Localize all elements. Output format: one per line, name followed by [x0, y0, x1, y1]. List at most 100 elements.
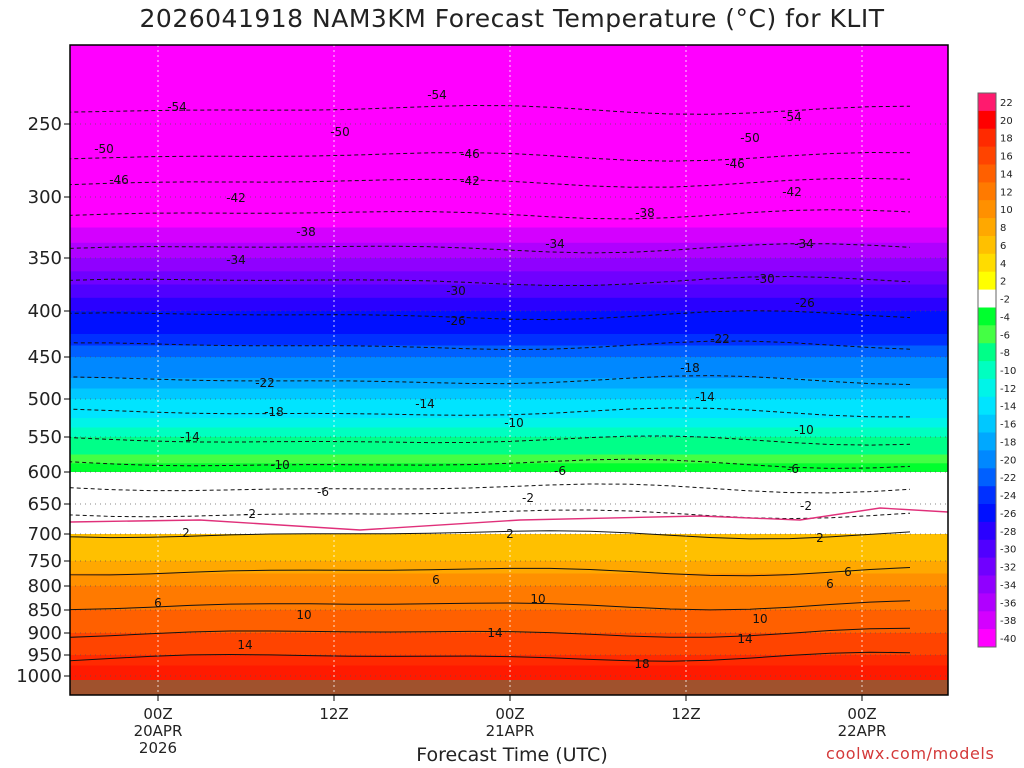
colorbar-swatch [978, 504, 996, 523]
colorbar-label: -36 [1000, 598, 1016, 609]
temperature-band [70, 638, 948, 645]
credit-link[interactable]: coolwx.com/models [826, 744, 995, 763]
y-tick-label: 950 [28, 645, 62, 666]
contour-line [69, 275, 911, 286]
contour-label: -42 [226, 191, 246, 205]
colorbar-swatch [978, 200, 996, 219]
colorbar-swatch [978, 432, 996, 451]
colorbar-swatch [978, 450, 996, 469]
colorbar-label: -10 [1000, 366, 1016, 377]
contour-label: -22 [255, 376, 275, 390]
colorbar-swatch [978, 146, 996, 165]
y-tick-label: 700 [28, 524, 62, 545]
colorbar-label: -28 [1000, 527, 1016, 538]
temperature-band [70, 357, 948, 369]
temperature-band [70, 367, 948, 379]
gridlines [70, 45, 948, 695]
temperature-band [70, 271, 948, 286]
colorbar-swatch [978, 593, 996, 612]
contour-label: -54 [167, 100, 187, 114]
colorbar-label: 14 [1000, 169, 1013, 180]
temperature-band [70, 454, 948, 464]
colorbar-swatch [978, 611, 996, 630]
contour-label: 6 [432, 573, 440, 587]
colorbar-swatch [978, 271, 996, 290]
contour-label: -54 [427, 88, 447, 102]
contour-line [69, 151, 911, 162]
plot-frame [69, 44, 949, 696]
colorbar-swatch [978, 253, 996, 273]
temperature-band [70, 388, 948, 400]
temperature-band [70, 242, 948, 259]
contour-line [69, 177, 911, 188]
temperature-band [70, 399, 948, 410]
contour-line [69, 435, 911, 446]
temperature-band [70, 579, 948, 587]
colorbar-swatch [978, 182, 996, 201]
temperature-field [70, 45, 948, 695]
y-tick-label: 350 [28, 248, 62, 269]
temperature-band [70, 463, 948, 473]
colorbar-swatch [978, 307, 996, 326]
colorbar-label: -20 [1000, 455, 1016, 466]
temperature-band [70, 408, 948, 419]
colorbar-swatch [978, 575, 996, 594]
colorbar-label: -30 [1000, 545, 1016, 556]
temperature-band [70, 573, 948, 581]
contour-label: -14 [415, 397, 435, 411]
colorbar-label: 20 [1000, 116, 1013, 127]
colorbar-label: -32 [1000, 563, 1016, 574]
contour-label: -50 [740, 131, 760, 145]
y-axis: 2503003504004505005506006507007508008509… [16, 114, 70, 687]
temperature-band [70, 644, 948, 651]
colorbar-label: -12 [1000, 384, 1016, 395]
contour-lines [69, 104, 949, 662]
colorbar-swatch [978, 110, 996, 130]
colorbar-label: -8 [1000, 348, 1010, 359]
contour-label: -10 [504, 416, 524, 430]
colorbar-label: 4 [1000, 259, 1006, 270]
contour-label: -14 [180, 430, 200, 444]
temperature-band [70, 488, 948, 497]
contour-label: -6 [554, 464, 566, 478]
contour-label: -2 [800, 499, 812, 513]
contour-label: -42 [782, 185, 802, 199]
temperature-band [70, 554, 948, 562]
contour-label: 14 [237, 638, 252, 652]
y-tick-label: 550 [28, 427, 62, 448]
contour-line [69, 104, 911, 115]
y-tick-label: 600 [28, 462, 62, 483]
contour-line [69, 483, 911, 494]
contour-label: 6 [844, 565, 852, 579]
temperature-band [70, 604, 948, 611]
contour-label: -6 [787, 462, 799, 476]
contour-line [69, 600, 911, 611]
contour-label: -10 [794, 423, 814, 437]
x-tick-label: 21APR [486, 722, 535, 740]
y-tick-label: 300 [28, 187, 62, 208]
colorbar-swatch [978, 361, 996, 380]
contour-label: -2 [244, 507, 256, 521]
colorbar-label: 18 [1000, 134, 1013, 145]
temperature-band [70, 561, 948, 568]
x-tick-label: 12Z [319, 705, 348, 723]
contour-label: -50 [94, 142, 114, 156]
temperature-band [70, 311, 948, 324]
contour-line [69, 458, 911, 469]
colorbar-label: 6 [1000, 241, 1006, 252]
colorbar-swatch [978, 128, 996, 147]
colorbar-label: -14 [1000, 402, 1016, 413]
temperature-band [70, 212, 948, 229]
temperature-band [70, 418, 948, 429]
temperature-band [70, 627, 948, 634]
temperature-band [70, 197, 948, 213]
temperature-band [70, 345, 948, 358]
contour-label: -46 [460, 147, 480, 161]
temperature-band [70, 592, 948, 599]
contour-label: -18 [264, 405, 284, 419]
colorbar-swatch [978, 468, 996, 487]
colorbar-label: -4 [1000, 312, 1010, 323]
y-tick-label: 450 [28, 347, 62, 368]
contour-label: -46 [725, 157, 745, 171]
contour-label: -38 [635, 206, 655, 220]
